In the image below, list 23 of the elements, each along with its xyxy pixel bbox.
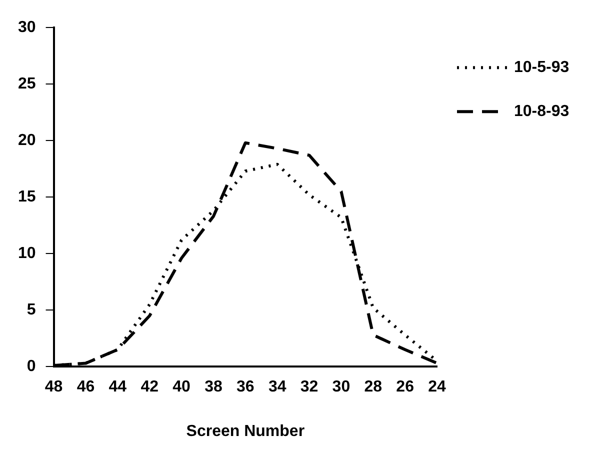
x-tick-label: 40 [172, 378, 191, 396]
y-tick-label: 5 [26, 302, 36, 319]
legend-label: 10-8-93 [514, 103, 570, 120]
y-tick-label: 10 [18, 245, 36, 262]
y-tick-label: 25 [18, 76, 36, 93]
x-tick-label: 32 [300, 378, 318, 396]
x-tick-label: 34 [268, 378, 286, 396]
y-tick-label: 15 [18, 188, 36, 206]
x-tick-label: 24 [428, 378, 446, 396]
x-tick-label: 28 [364, 378, 382, 396]
x-axis-title: Screen Number [186, 422, 305, 440]
y-tick-label: 20 [18, 132, 36, 150]
y-tick-label: 0 [26, 358, 36, 376]
x-tick-label: 36 [236, 378, 254, 396]
x-tick-label: 48 [44, 378, 63, 396]
legend-label: 10-5-93 [514, 59, 570, 76]
x-tick-label: 42 [140, 378, 159, 396]
x-tick-label: 38 [204, 378, 222, 396]
x-tick-label: 26 [396, 378, 414, 396]
x-tick-label: 30 [332, 378, 350, 396]
x-tick-label: 44 [108, 378, 127, 396]
y-tick-label: 30 [18, 19, 36, 36]
x-tick-label: 46 [76, 378, 95, 396]
